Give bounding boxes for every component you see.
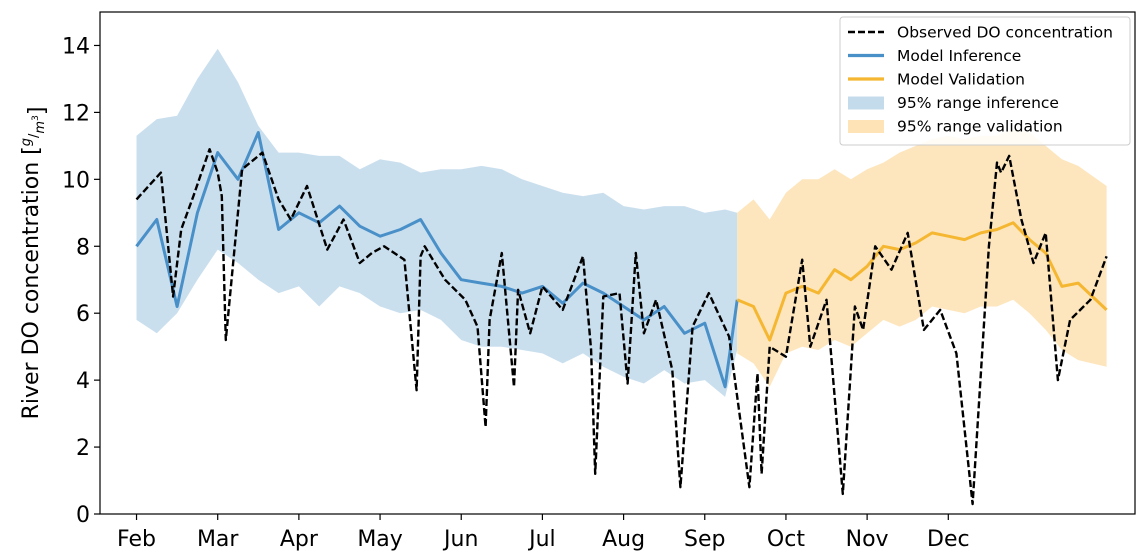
y-axis: 0 2 4 6 8 10 12 14 xyxy=(62,34,100,528)
x-tick-label: Sep xyxy=(684,527,725,552)
x-tick-label: Dec xyxy=(927,527,970,552)
x-tick-label: Feb xyxy=(117,527,156,552)
y-tick-label: 2 xyxy=(76,436,90,461)
x-tick-label: Jul xyxy=(527,527,556,552)
legend-label: Model Inference xyxy=(897,47,1021,65)
x-tick-label: Aug xyxy=(602,527,645,552)
x-tick-label: Mar xyxy=(197,527,239,552)
y-axis-label-unit-num: g xyxy=(19,138,34,146)
y-tick-label: 10 xyxy=(62,168,90,193)
y-axis-label: River DO concentration [g/m3] xyxy=(19,107,50,420)
series-observed xyxy=(135,148,1108,506)
legend-box xyxy=(839,16,1131,146)
legend-swatch xyxy=(848,120,884,133)
legend-swatch xyxy=(848,96,884,110)
x-tick-label: Oct xyxy=(767,527,805,552)
y-axis-label-unit-exp: 3 xyxy=(31,115,41,121)
legend-label: 95% range inference xyxy=(897,94,1059,112)
y-tick-label: 8 xyxy=(76,235,90,260)
band-validation xyxy=(737,129,1107,387)
y-tick-label: 6 xyxy=(76,302,90,327)
y-tick-label: 12 xyxy=(62,101,90,126)
y-axis-label-unit-slash: / xyxy=(27,133,42,138)
y-axis-label-text: River DO concentration [ xyxy=(19,146,44,419)
y-tick-label: 14 xyxy=(62,34,90,59)
series-model-inference xyxy=(135,131,739,389)
x-tick-label: Apr xyxy=(280,527,319,552)
legend: Observed DO concentration Model Inference… xyxy=(839,16,1131,146)
x-tick-label: May xyxy=(357,527,402,552)
x-tick-label: Nov xyxy=(846,527,889,552)
legend-label: Model Validation xyxy=(897,71,1025,89)
plot-frame xyxy=(99,11,1136,515)
y-tick-label: 0 xyxy=(76,503,90,528)
legend-label: 95% range validation xyxy=(897,118,1063,136)
y-axis-label-unit-den: m xyxy=(33,121,48,134)
y-tick-label: 4 xyxy=(76,369,90,394)
x-axis: Feb Mar Apr May Jun Jul Aug Sep Oct Nov Dec xyxy=(117,514,970,552)
legend-label: Observed DO concentration xyxy=(897,24,1113,42)
data-series xyxy=(135,131,1108,506)
x-tick-label: Jun xyxy=(442,527,478,552)
y-axis-label-close: ] xyxy=(25,107,50,116)
band-inference xyxy=(136,48,738,397)
